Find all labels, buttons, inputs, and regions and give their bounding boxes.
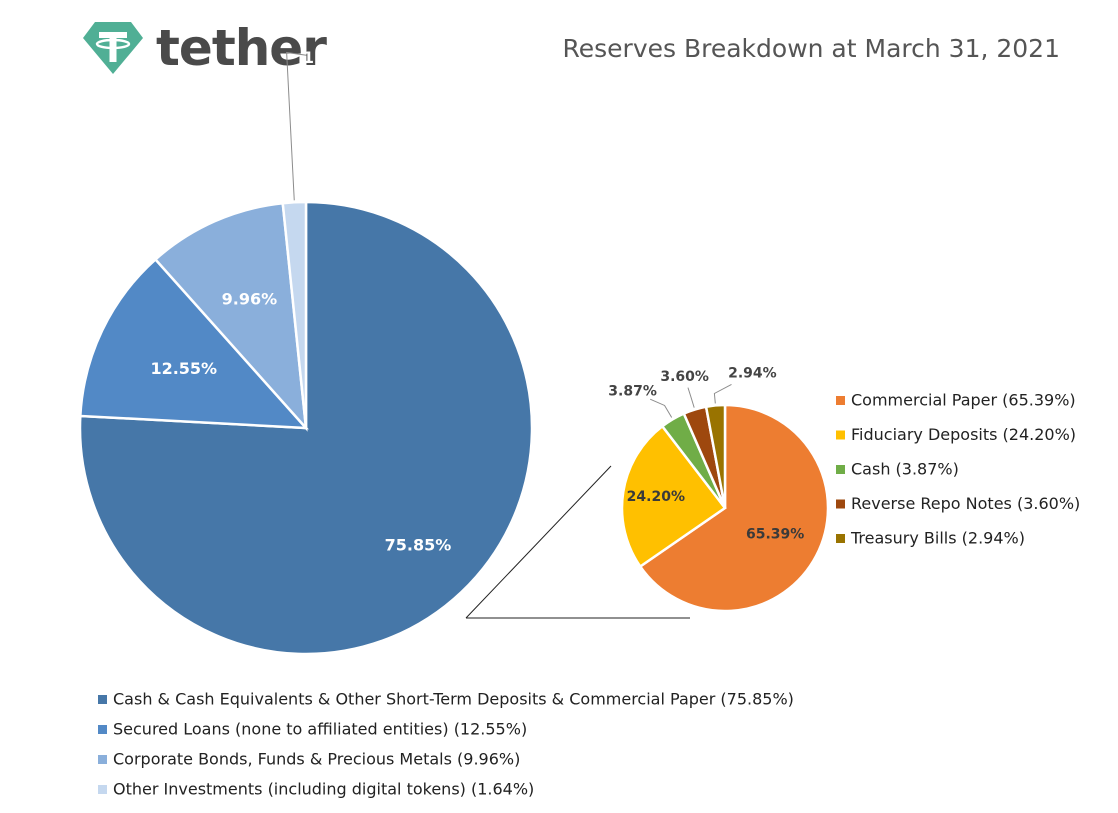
data-label-cash: 3.87% [608, 383, 657, 399]
slice-treasury-bills [704, 403, 727, 509]
page-title: Reserves Breakdown at March 31, 2021 [562, 34, 1060, 63]
data-label-cash-and-cash-equivalents-and-other-short-term-deposits-and-commercial-paper: 75.85% [385, 536, 452, 555]
breakdown-legend: Commercial Paper (65.39%) Fiduciary Depos… [836, 391, 1080, 548]
slice-other-investments [281, 200, 308, 429]
legend-item-fiduciary-deposits: Fiduciary Deposits (24.20%) [851, 425, 1076, 444]
data-label-other-investments: 1.64% [303, 48, 359, 67]
data-label-treasury-bills: 2.94% [728, 365, 777, 381]
legend-swatch-cash [836, 465, 845, 474]
data-label-commercial-paper: 65.39% [746, 526, 804, 542]
legend-item-corporate-bonds-funds-and-precious-metals: Corporate Bonds, Funds & Precious Metals… [113, 750, 520, 769]
data-label-fiduciary-deposits: 24.20% [627, 489, 685, 505]
logo-wordmark: tether [156, 19, 327, 77]
legend-item-commercial-paper: Commercial Paper (65.39%) [851, 391, 1076, 410]
tether-diamond-icon [83, 22, 143, 74]
main-pie [78, 200, 534, 656]
data-label-secured-loans: 12.55% [150, 359, 217, 378]
slice-commercial-paper [638, 403, 830, 613]
legend-swatch-fiduciary-deposits [836, 430, 845, 440]
tether-logo: tether [82, 19, 327, 77]
slice-secured-loans [79, 257, 309, 430]
slice-cash-and-cash-equivalents-and-other-short-term-deposits-and-commercial-paper [78, 200, 534, 656]
connector-line-upper [465, 465, 612, 619]
legend-item-other-investments: Other Investments (including digital tok… [113, 780, 534, 799]
legend-item-reverse-repo-notes: Reverse Repo Notes (3.60%) [851, 494, 1080, 513]
legend-item-cash-and-cash-equivalents-and-other-short-term-deposits-and-commercial-paper: Cash & Cash Equivalents & Other Short-Te… [113, 690, 794, 709]
legend-item-treasury-bills: Treasury Bills (2.94%) [850, 529, 1025, 548]
legend-swatch-secured-loans [98, 725, 107, 734]
slice-fiduciary-deposits [620, 424, 727, 569]
slice-corporate-bonds-funds-and-precious-metals [153, 201, 308, 432]
legend-swatch-commercial-paper [836, 396, 845, 405]
legend-swatch-other-investments [98, 785, 107, 794]
legend-swatch-reverse-repo-notes [836, 499, 845, 509]
legend-item-secured-loans: Secured Loans (none to affiliated entiti… [113, 720, 527, 739]
legend-item-cash: Cash (3.87%) [851, 460, 959, 479]
data-label-corporate-bonds-funds-and-precious-metals: 9.96% [222, 289, 278, 308]
data-label-reverse-repo-notes: 3.60% [660, 369, 709, 385]
legend-swatch-treasury-bills [836, 534, 845, 543]
breakdown-pie [620, 403, 830, 613]
legend-swatch-corporate-bonds-funds-and-precious-metals [98, 755, 107, 764]
main-legend: Cash & Cash Equivalents & Other Short-Te… [98, 690, 794, 799]
legend-swatch-cash-and-cash-equivalents-and-other-short-term-deposits-and-commercial-paper [98, 695, 107, 704]
zoom-connectors [465, 465, 690, 619]
